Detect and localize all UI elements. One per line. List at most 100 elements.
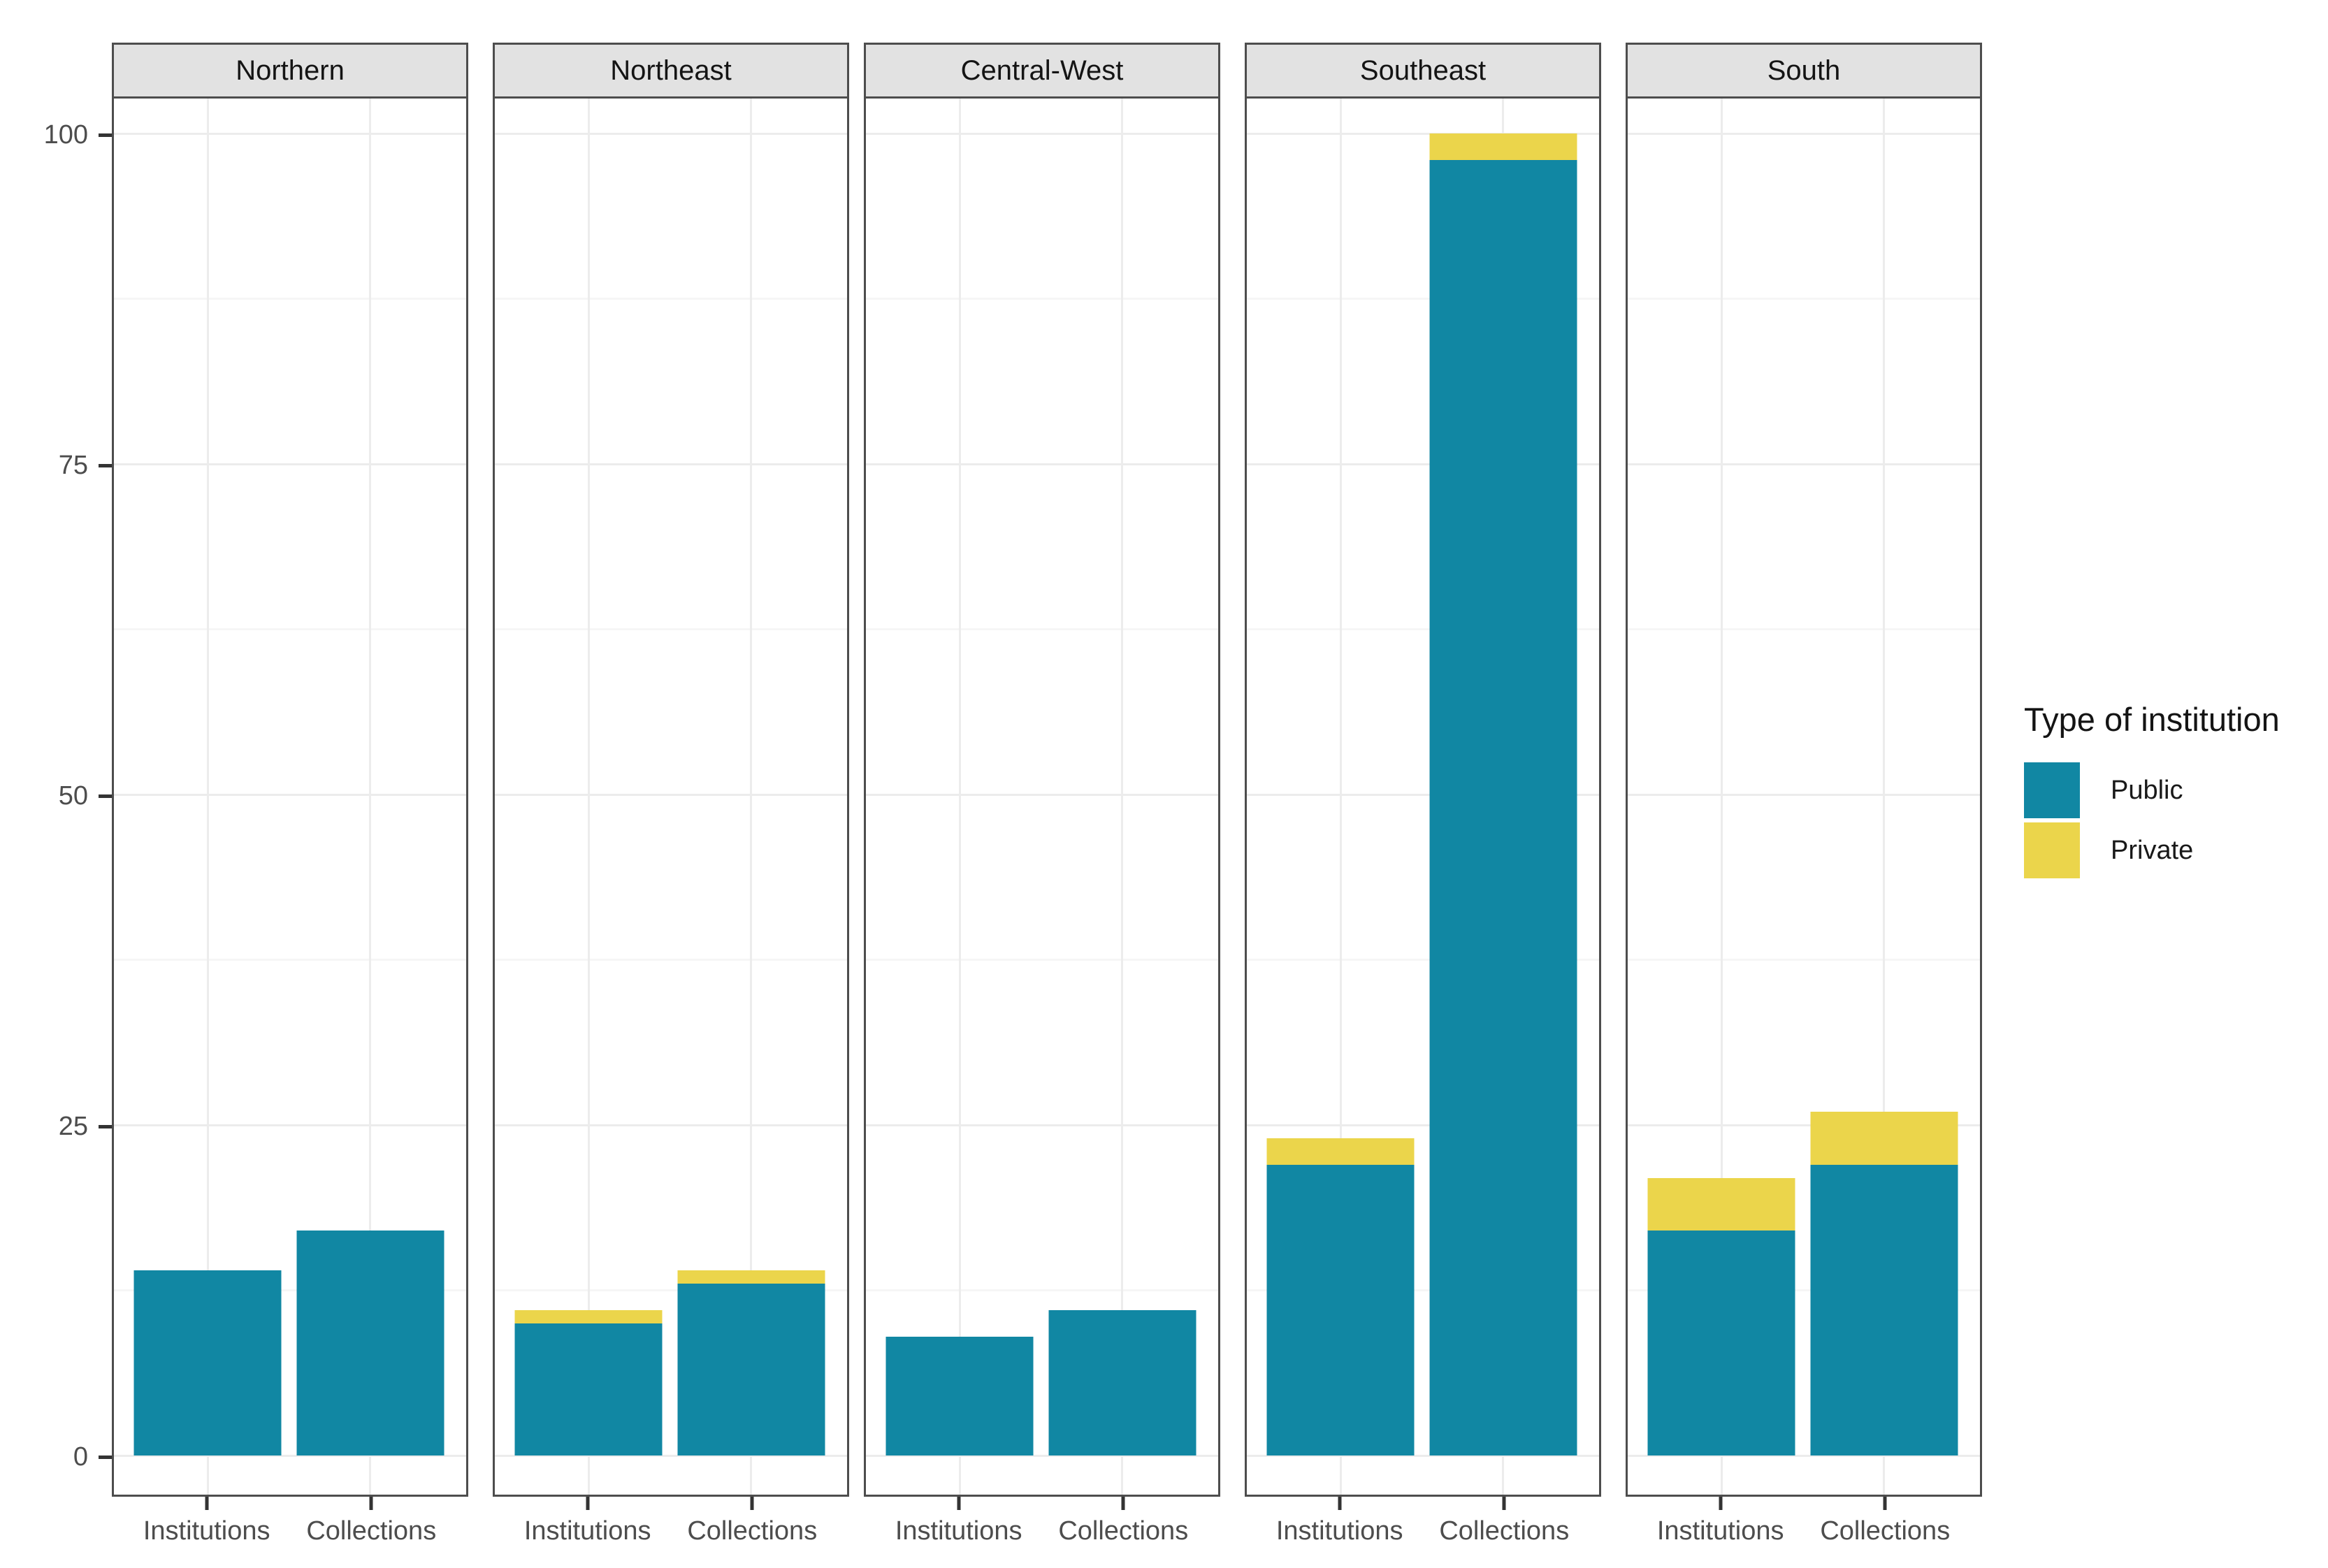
major-gridline bbox=[495, 132, 847, 135]
x-axis-tick-label: Collections bbox=[306, 1516, 437, 1546]
bar-segment-public bbox=[1048, 1309, 1196, 1456]
legend: Type of institution Public Private bbox=[2024, 700, 2325, 883]
bar-segment-public bbox=[296, 1231, 444, 1456]
minor-gridline bbox=[1247, 959, 1599, 961]
major-gridline bbox=[495, 463, 847, 465]
minor-gridline bbox=[495, 959, 847, 961]
bar-collections bbox=[296, 99, 444, 1495]
y-axis-tick-mark bbox=[99, 1125, 112, 1128]
major-gridline bbox=[114, 793, 466, 796]
vertical-gridline bbox=[1339, 99, 1342, 1495]
x-axis-tick-label: Institutions bbox=[1656, 1516, 1784, 1546]
y-axis-tick-label: 75 bbox=[58, 450, 88, 480]
facet-strip-label: Southeast bbox=[1359, 55, 1487, 86]
legend-title: Type of institution bbox=[2024, 701, 2280, 738]
x-axis-labels: Institutions Collections bbox=[493, 1497, 849, 1568]
x-axis-labels: Institutions Collections bbox=[112, 1497, 468, 1568]
vertical-gridline bbox=[1720, 99, 1723, 1495]
x-axis-tick-mark bbox=[205, 1497, 209, 1510]
bar-segment-private bbox=[1429, 133, 1577, 160]
y-axis-tick-mark bbox=[99, 1456, 112, 1459]
minor-gridline bbox=[1628, 628, 1980, 630]
major-gridline bbox=[1247, 463, 1599, 465]
minor-gridline bbox=[1628, 298, 1980, 300]
minor-gridline bbox=[495, 1289, 847, 1291]
major-gridline bbox=[866, 1124, 1218, 1126]
plot-area bbox=[1626, 99, 1982, 1497]
vertical-gridline bbox=[1121, 99, 1124, 1495]
bar-institutions bbox=[133, 99, 282, 1495]
facet-strip: Southeast bbox=[1245, 43, 1601, 99]
bar-segment-public bbox=[1647, 1231, 1795, 1456]
vertical-gridline bbox=[369, 99, 372, 1495]
y-axis-tick-label: 100 bbox=[43, 119, 88, 150]
plot-area bbox=[1245, 99, 1601, 1497]
minor-gridline bbox=[114, 298, 466, 300]
facet-strip: Northern bbox=[112, 43, 468, 99]
facet-panel-south: South Institutions Collections bbox=[1626, 43, 1982, 1568]
x-axis-tick-mark bbox=[1719, 1497, 1723, 1510]
y-axis-tick-mark bbox=[99, 464, 112, 467]
facet-panel-southeast: Southeast Institutions Collections bbox=[1245, 43, 1601, 1568]
legend-item-private: Private bbox=[2024, 822, 2325, 878]
vertical-gridline bbox=[587, 99, 590, 1495]
minor-gridline bbox=[1247, 628, 1599, 630]
major-gridline bbox=[1628, 463, 1980, 465]
y-axis: 0 25 50 75 100 bbox=[0, 99, 112, 1499]
x-axis-tick-mark bbox=[369, 1497, 373, 1510]
major-gridline bbox=[866, 1454, 1218, 1457]
facet-strip: South bbox=[1626, 43, 1982, 99]
facet-strip: Central-West bbox=[864, 43, 1220, 99]
minor-gridline bbox=[866, 298, 1218, 300]
bar-institutions bbox=[1266, 99, 1415, 1495]
minor-gridline bbox=[1247, 298, 1599, 300]
minor-gridline bbox=[1247, 1289, 1599, 1291]
vertical-gridline bbox=[206, 99, 209, 1495]
facet-panel-central-west: Central-West Institutions Collections bbox=[864, 43, 1220, 1568]
minor-gridline bbox=[1628, 1289, 1980, 1291]
facet-strip-label: Northern bbox=[236, 55, 345, 86]
bar-collections bbox=[1810, 99, 1958, 1495]
bar-institutions bbox=[514, 99, 663, 1495]
y-axis-tick-label: 50 bbox=[58, 781, 88, 811]
bar-segment-public bbox=[133, 1270, 282, 1456]
minor-gridline bbox=[495, 628, 847, 630]
vertical-gridline bbox=[958, 99, 961, 1495]
major-gridline bbox=[1247, 1124, 1599, 1126]
major-gridline bbox=[114, 463, 466, 465]
major-gridline bbox=[1247, 793, 1599, 796]
x-axis-tick-label: Institutions bbox=[523, 1516, 651, 1546]
x-axis-tick-label: Collections bbox=[1439, 1516, 1570, 1546]
bar-institutions bbox=[1647, 99, 1795, 1495]
x-axis-tick-mark bbox=[586, 1497, 590, 1510]
x-axis-tick-label: Collections bbox=[687, 1516, 818, 1546]
x-axis-labels: Institutions Collections bbox=[1626, 1497, 1982, 1568]
major-gridline bbox=[1247, 1454, 1599, 1457]
x-axis-tick-label: Institutions bbox=[1275, 1516, 1403, 1546]
bar-segment-private bbox=[514, 1309, 663, 1323]
minor-gridline bbox=[866, 1289, 1218, 1291]
bar-collections bbox=[1429, 99, 1577, 1495]
x-axis-labels: Institutions Collections bbox=[1245, 1497, 1601, 1568]
minor-gridline bbox=[114, 628, 466, 630]
minor-gridline bbox=[866, 959, 1218, 961]
x-axis-tick-mark bbox=[750, 1497, 754, 1510]
major-gridline bbox=[1628, 793, 1980, 796]
bar-segment-public bbox=[514, 1323, 663, 1456]
major-gridline bbox=[866, 463, 1218, 465]
x-axis-tick-label: Collections bbox=[1820, 1516, 1951, 1546]
major-gridline bbox=[866, 132, 1218, 135]
bar-segment-public bbox=[885, 1336, 1034, 1456]
vertical-gridline bbox=[1883, 99, 1886, 1495]
plot-area bbox=[112, 99, 468, 1497]
bar-segment-private bbox=[1266, 1138, 1415, 1165]
bar-segment-private bbox=[1810, 1112, 1958, 1165]
major-gridline bbox=[1247, 132, 1599, 135]
major-gridline bbox=[114, 1124, 466, 1126]
minor-gridline bbox=[866, 628, 1218, 630]
facet-strip-label: Central-West bbox=[960, 55, 1124, 86]
y-axis-tick-mark bbox=[99, 794, 112, 798]
facet-strip-label: Northeast bbox=[610, 55, 732, 86]
bar-segment-private bbox=[677, 1270, 825, 1284]
legend-item-public: Public bbox=[2024, 762, 2325, 818]
